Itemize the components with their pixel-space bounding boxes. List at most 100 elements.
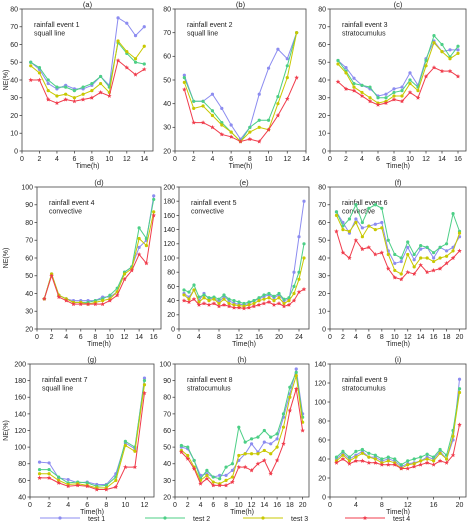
data-point [431,268,436,273]
data-point [399,272,403,276]
data-point [269,435,273,439]
data-point [406,463,410,467]
data-point [89,95,95,100]
data-point [224,465,228,469]
data-point [191,120,196,125]
data-point [292,270,296,274]
y-tick-label: 100 [314,399,326,406]
data-point [451,212,455,216]
data-point [29,64,33,68]
data-point [405,466,410,471]
data-point [98,90,103,95]
y-tick-label: 30 [10,95,18,102]
data-point [266,66,271,70]
legend-item-1: test 1 [40,516,105,523]
x-tick-label: 18 [286,502,294,509]
data-point [257,125,261,129]
data-point [78,301,84,307]
series-2-line [334,203,462,260]
data-point [46,81,50,86]
data-point [197,300,201,304]
data-point [360,246,365,252]
series-3-line [29,39,146,100]
data-point [425,452,429,456]
y-tick-label: 20 [10,113,18,120]
panels: 0 2 4 6 8 10 12 1401020304050607080(a)rainfall … [3,0,467,516]
data-point [47,467,51,472]
x-tick-label: 6 [85,502,89,509]
data-point [451,249,455,253]
data-point [432,34,436,38]
data-point [424,460,430,465]
data-point [211,480,215,484]
data-point [373,460,378,465]
data-point [418,262,423,268]
data-point [37,475,42,480]
legend-label: test 4 [393,516,410,523]
data-point [275,113,281,118]
data-point [393,252,397,257]
data-point [448,57,452,61]
x-axis-label: Time(h) [232,341,256,348]
data-point [406,252,410,257]
data-point [142,44,146,48]
data-point [133,34,138,38]
data-point [276,102,280,106]
data-point [282,297,286,301]
data-point [425,256,429,260]
y-tick-label: 20 [163,494,171,501]
data-point [373,453,377,457]
data-point [56,294,62,299]
y-tick-label: 80 [18,461,26,468]
data-point [281,441,286,446]
x-tick-label: 8 [90,156,94,163]
data-point [116,39,120,43]
data-point [238,139,243,144]
data-point [136,252,142,257]
x-tick-label: 12 [141,502,149,509]
data-point [262,440,266,444]
x-tick-label: 20 [299,502,307,509]
x-tick-label: 10 [235,502,243,509]
y-tick-label: 80 [167,270,175,277]
panel-annotation: rainfall event 1 [34,22,80,29]
data-point [444,242,449,246]
data-point [367,451,371,455]
data-point [227,301,231,306]
x-tick-label: 6 [211,502,215,509]
legend-marker [261,516,265,520]
data-point [412,457,416,461]
data-point [267,296,271,300]
series-path [337,39,458,97]
data-point [132,464,138,470]
data-point [392,275,398,280]
data-point [336,58,340,63]
y-tick-label: 40 [318,456,326,463]
data-point [275,432,279,436]
panel-annotation: squall line [42,386,73,393]
data-point [294,75,299,80]
data-point [37,77,42,82]
x-tick-label: 12 [123,156,131,163]
x-tick-label: 12 [404,334,412,341]
data-point [386,266,391,271]
data-point [353,458,359,463]
data-point [444,460,449,465]
x-tick-label: 4 [199,502,203,509]
data-point [99,81,103,86]
data-point [249,452,254,456]
data-point [336,62,340,66]
data-point [419,256,423,260]
x-tick-label: 12 [404,502,412,509]
panel-label: (b) [236,0,246,9]
data-point [142,62,146,66]
x-tick-label: 4 [354,502,358,509]
series-path [337,41,459,104]
data-point [438,256,442,260]
x-tick-label: 4 [360,156,364,163]
series-4-line [181,286,307,311]
data-point [292,291,296,296]
x-tick-label: 0 [173,156,177,163]
data-point [334,460,339,465]
data-point [444,249,449,253]
